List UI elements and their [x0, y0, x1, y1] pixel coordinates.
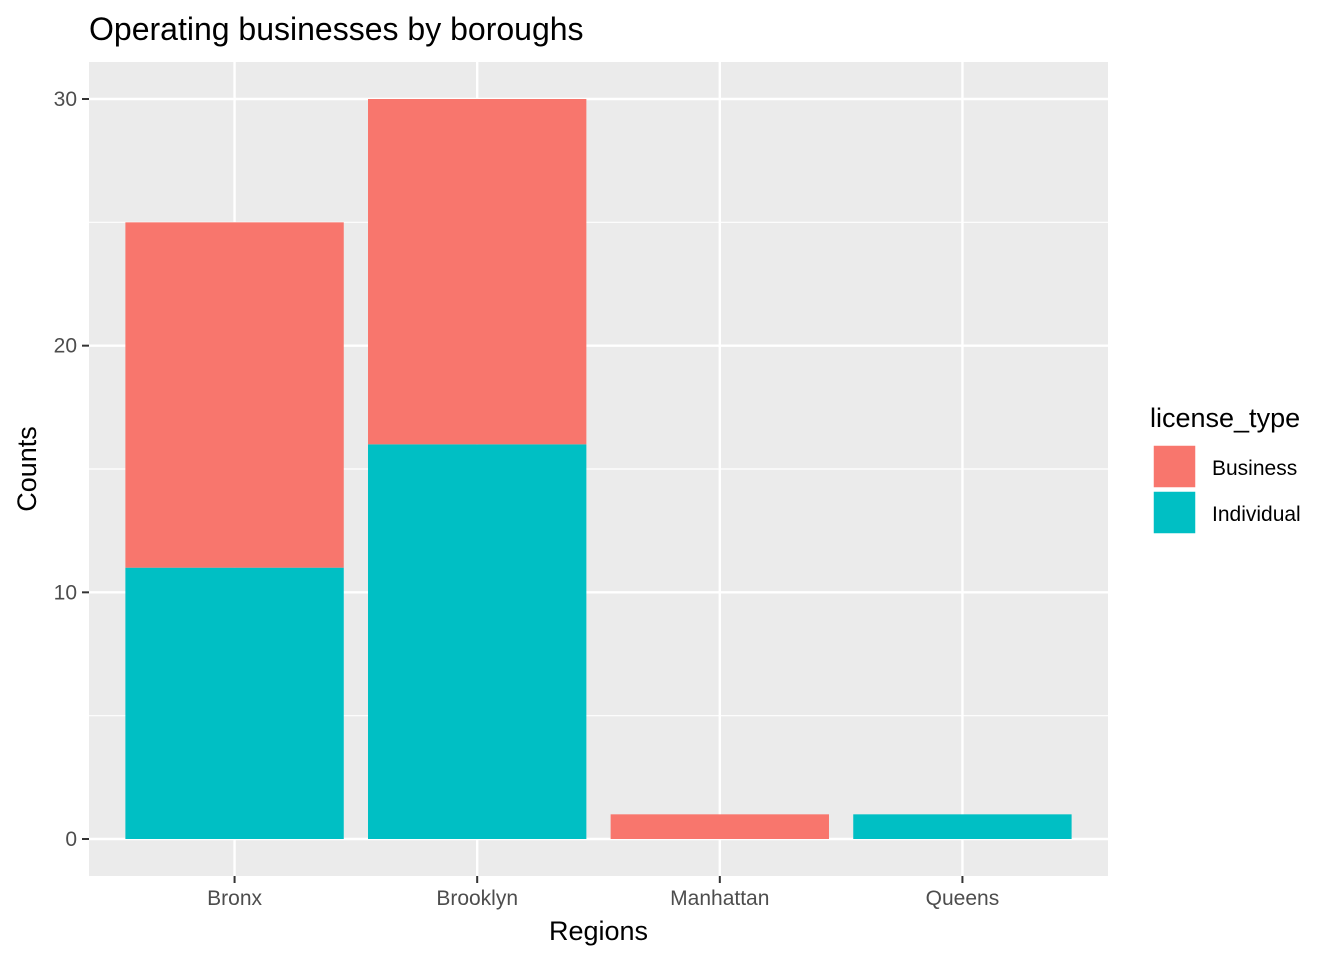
bar-bronx-business [125, 222, 344, 568]
x-axis-title: Regions [549, 916, 648, 946]
legend: license_type Business Individual [1150, 403, 1301, 535]
y-tick-label: 30 [54, 88, 77, 111]
bar-manhattan-business [610, 814, 829, 839]
bar-queens-individual [853, 814, 1072, 839]
legend-key-business [1152, 444, 1197, 489]
x-tick-label: Manhattan [670, 887, 769, 910]
y-tick-label: 10 [54, 581, 77, 604]
x-tick-label: Brooklyn [436, 887, 518, 910]
bars [125, 99, 1072, 839]
legend-title: license_type [1150, 403, 1300, 433]
y-axis: 0 10 20 30 [54, 88, 89, 851]
y-tick-label: 0 [65, 828, 77, 851]
legend-label-individual: Individual [1212, 503, 1301, 526]
y-axis-title: Counts [12, 426, 42, 512]
bar-bronx-individual [125, 567, 344, 839]
x-tick-label: Queens [926, 887, 1000, 910]
legend-key-individual [1152, 490, 1197, 535]
x-tick-label: Bronx [207, 887, 262, 910]
x-axis: Bronx Brooklyn Manhattan Queens [207, 876, 999, 910]
legend-label-business: Business [1212, 457, 1297, 480]
bar-brooklyn-individual [368, 444, 587, 839]
y-tick-label: 20 [54, 335, 77, 358]
chart-title: Operating businesses by boroughs [89, 11, 584, 47]
bar-brooklyn-business [368, 99, 587, 445]
